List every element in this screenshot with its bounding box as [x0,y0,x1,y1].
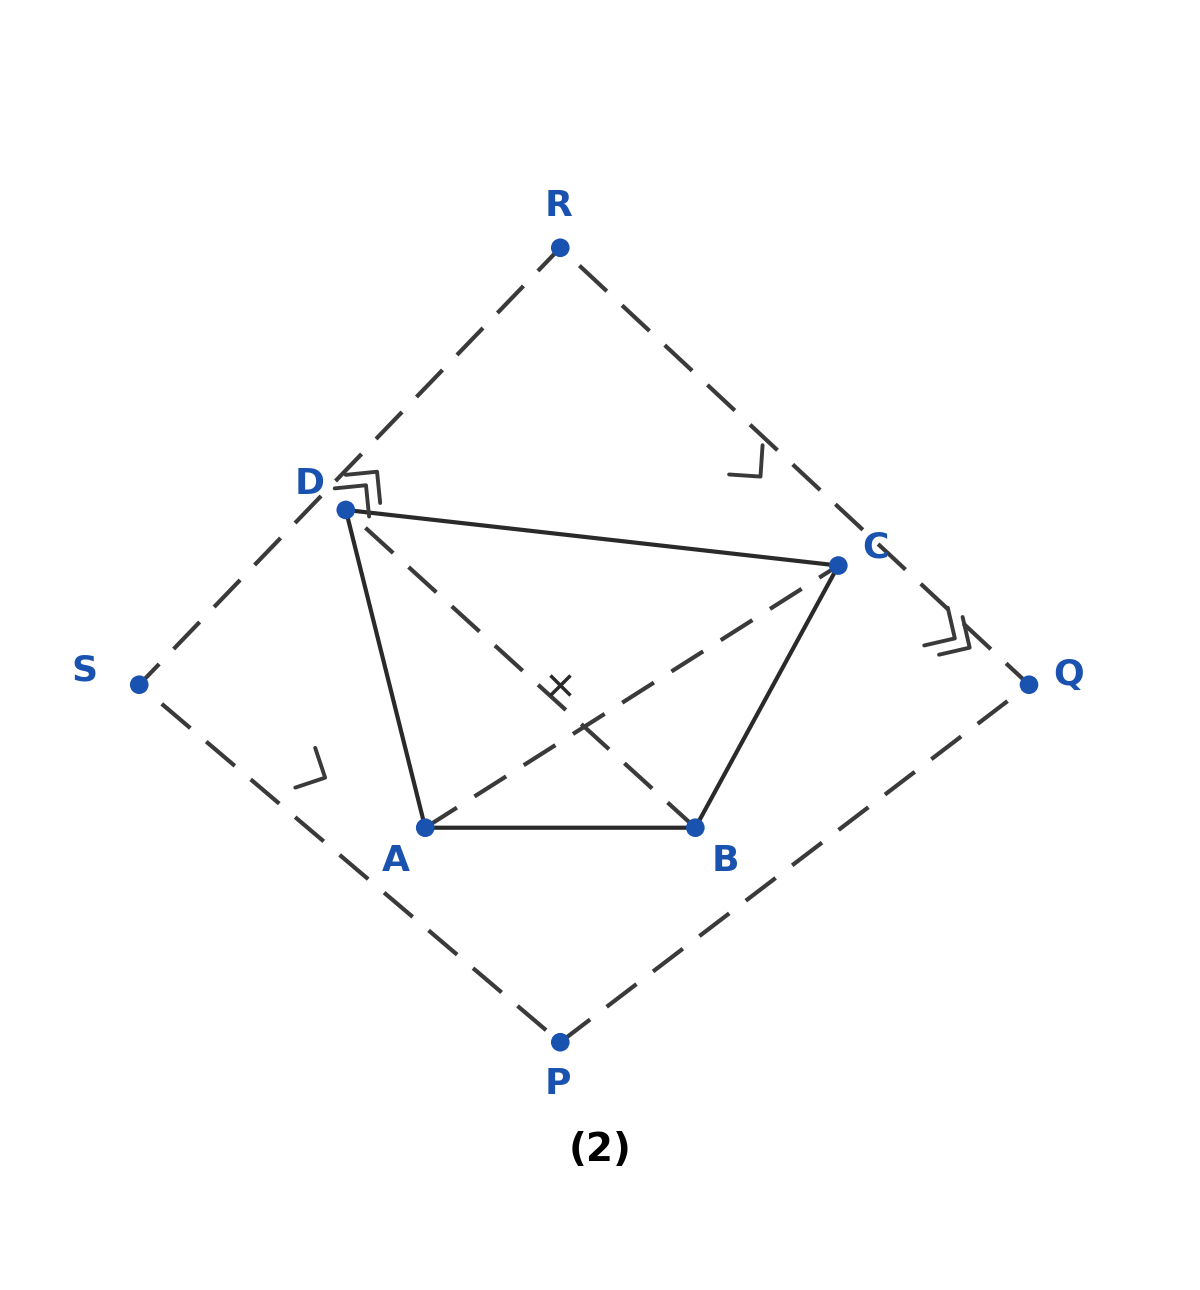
Point [551,237,570,258]
Point [1019,675,1038,695]
Point [829,555,848,575]
Text: (2): (2) [569,1131,631,1169]
Point [336,499,355,520]
Point [415,818,434,838]
Text: P: P [545,1067,571,1100]
Text: S: S [72,654,98,688]
Text: R: R [545,190,572,223]
Text: D: D [294,467,324,501]
Text: Q: Q [1052,658,1084,691]
Point [685,818,704,838]
Point [130,675,149,695]
Text: A: A [382,845,409,878]
Text: B: B [712,845,739,878]
Text: C: C [862,530,888,565]
Point [551,1032,570,1053]
